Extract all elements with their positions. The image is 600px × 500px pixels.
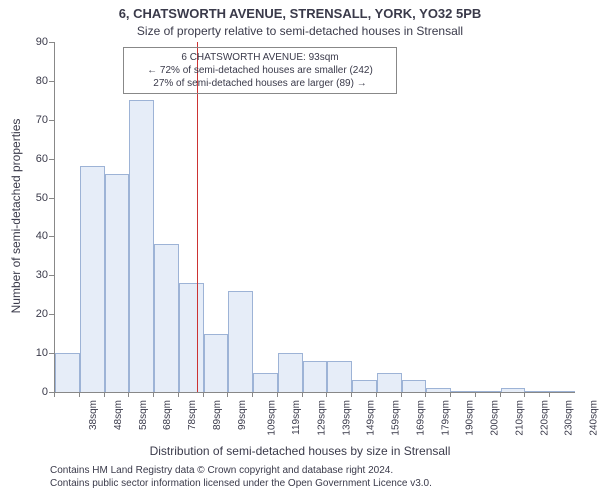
y-tick-mark bbox=[49, 353, 54, 354]
y-tick-mark bbox=[49, 236, 54, 237]
histogram-bar bbox=[204, 334, 229, 392]
x-tick-mark bbox=[277, 392, 278, 397]
annotation-box: 6 CHATSWORTH AVENUE: 93sqm← 72% of semi-… bbox=[123, 47, 397, 94]
y-tick-label: 20 bbox=[26, 308, 48, 320]
annot-line2: ← 72% of semi-detached houses are smalle… bbox=[130, 64, 390, 77]
x-tick-mark bbox=[450, 392, 451, 397]
x-tick-label: 109sqm bbox=[267, 400, 278, 436]
histogram-bar bbox=[377, 373, 402, 392]
y-tick-mark bbox=[49, 159, 54, 160]
x-tick-mark bbox=[425, 392, 426, 397]
x-tick-mark bbox=[178, 392, 179, 397]
x-tick-mark bbox=[326, 392, 327, 397]
x-tick-label: 99sqm bbox=[237, 400, 248, 430]
histogram-bar bbox=[525, 391, 550, 392]
y-tick-label: 0 bbox=[26, 386, 48, 398]
x-tick-label: 220sqm bbox=[539, 400, 550, 436]
x-tick-label: 129sqm bbox=[316, 400, 327, 436]
y-tick-label: 80 bbox=[26, 75, 48, 87]
x-tick-mark bbox=[104, 392, 105, 397]
x-tick-mark bbox=[524, 392, 525, 397]
footer-attribution: Contains HM Land Registry data © Crown c… bbox=[50, 464, 432, 490]
x-tick-label: 48sqm bbox=[113, 400, 124, 430]
x-tick-mark bbox=[376, 392, 377, 397]
histogram-bar bbox=[253, 373, 278, 392]
histogram-bar bbox=[402, 380, 427, 392]
y-tick-mark bbox=[49, 198, 54, 199]
reference-vline bbox=[197, 42, 198, 392]
y-tick-mark bbox=[49, 314, 54, 315]
histogram-bar bbox=[105, 174, 130, 392]
x-tick-mark bbox=[203, 392, 204, 397]
x-tick-mark bbox=[227, 392, 228, 397]
x-tick-label: 68sqm bbox=[162, 400, 173, 430]
histogram-bar bbox=[550, 391, 575, 392]
y-tick-label: 70 bbox=[26, 114, 48, 126]
x-tick-mark bbox=[401, 392, 402, 397]
x-tick-mark bbox=[252, 392, 253, 397]
histogram-bar bbox=[154, 244, 179, 392]
x-tick-label: 78sqm bbox=[187, 400, 198, 430]
x-tick-label: 230sqm bbox=[564, 400, 575, 436]
histogram-bar bbox=[352, 380, 377, 392]
annot-line3: 27% of semi-detached houses are larger (… bbox=[130, 77, 390, 90]
x-tick-label: 38sqm bbox=[88, 400, 99, 430]
histogram-bar bbox=[303, 361, 328, 392]
histogram-bar bbox=[80, 166, 105, 392]
histogram-bar bbox=[179, 283, 204, 392]
y-tick-label: 50 bbox=[26, 192, 48, 204]
plot-area: 6 CHATSWORTH AVENUE: 93sqm← 72% of semi-… bbox=[54, 42, 575, 393]
x-tick-label: 169sqm bbox=[415, 400, 426, 436]
x-tick-label: 149sqm bbox=[366, 400, 377, 436]
x-tick-mark bbox=[128, 392, 129, 397]
y-tick-mark bbox=[49, 81, 54, 82]
x-tick-label: 200sqm bbox=[490, 400, 501, 436]
x-tick-mark bbox=[500, 392, 501, 397]
x-tick-mark bbox=[475, 392, 476, 397]
y-tick-label: 60 bbox=[26, 153, 48, 165]
x-tick-label: 210sqm bbox=[515, 400, 526, 436]
chart-title-main: 6, CHATSWORTH AVENUE, STRENSALL, YORK, Y… bbox=[0, 6, 600, 21]
y-tick-label: 30 bbox=[26, 269, 48, 281]
x-tick-label: 159sqm bbox=[391, 400, 402, 436]
x-tick-label: 240sqm bbox=[589, 400, 600, 436]
y-tick-mark bbox=[49, 42, 54, 43]
histogram-bar bbox=[426, 388, 451, 392]
histogram-bar bbox=[327, 361, 352, 392]
y-axis-label: Number of semi-detached properties bbox=[9, 106, 23, 326]
x-tick-label: 119sqm bbox=[291, 400, 302, 435]
x-tick-mark bbox=[549, 392, 550, 397]
x-tick-mark bbox=[351, 392, 352, 397]
histogram-bar bbox=[228, 291, 253, 392]
x-tick-mark bbox=[79, 392, 80, 397]
x-tick-label: 89sqm bbox=[212, 400, 223, 430]
x-tick-mark bbox=[54, 392, 55, 397]
x-tick-mark bbox=[302, 392, 303, 397]
x-tick-label: 58sqm bbox=[138, 400, 149, 430]
histogram-chart: 6, CHATSWORTH AVENUE, STRENSALL, YORK, Y… bbox=[0, 0, 600, 500]
x-tick-label: 139sqm bbox=[341, 400, 352, 436]
histogram-bar bbox=[278, 353, 303, 392]
histogram-bar bbox=[129, 100, 154, 392]
y-tick-label: 40 bbox=[26, 230, 48, 242]
chart-title-sub: Size of property relative to semi-detach… bbox=[0, 24, 600, 38]
y-tick-label: 10 bbox=[26, 347, 48, 359]
x-axis-label: Distribution of semi-detached houses by … bbox=[0, 444, 600, 458]
histogram-bar bbox=[451, 391, 476, 392]
annot-line1: 6 CHATSWORTH AVENUE: 93sqm bbox=[130, 51, 390, 64]
y-tick-label: 90 bbox=[26, 36, 48, 48]
x-tick-mark bbox=[153, 392, 154, 397]
x-tick-label: 179sqm bbox=[440, 400, 451, 436]
histogram-bar bbox=[501, 388, 526, 392]
histogram-bar bbox=[55, 353, 80, 392]
x-tick-label: 190sqm bbox=[465, 400, 476, 436]
footer-line2: Contains public sector information licen… bbox=[50, 477, 432, 490]
y-tick-mark bbox=[49, 275, 54, 276]
y-tick-mark bbox=[49, 120, 54, 121]
footer-line1: Contains HM Land Registry data © Crown c… bbox=[50, 464, 432, 477]
histogram-bar bbox=[476, 391, 501, 392]
